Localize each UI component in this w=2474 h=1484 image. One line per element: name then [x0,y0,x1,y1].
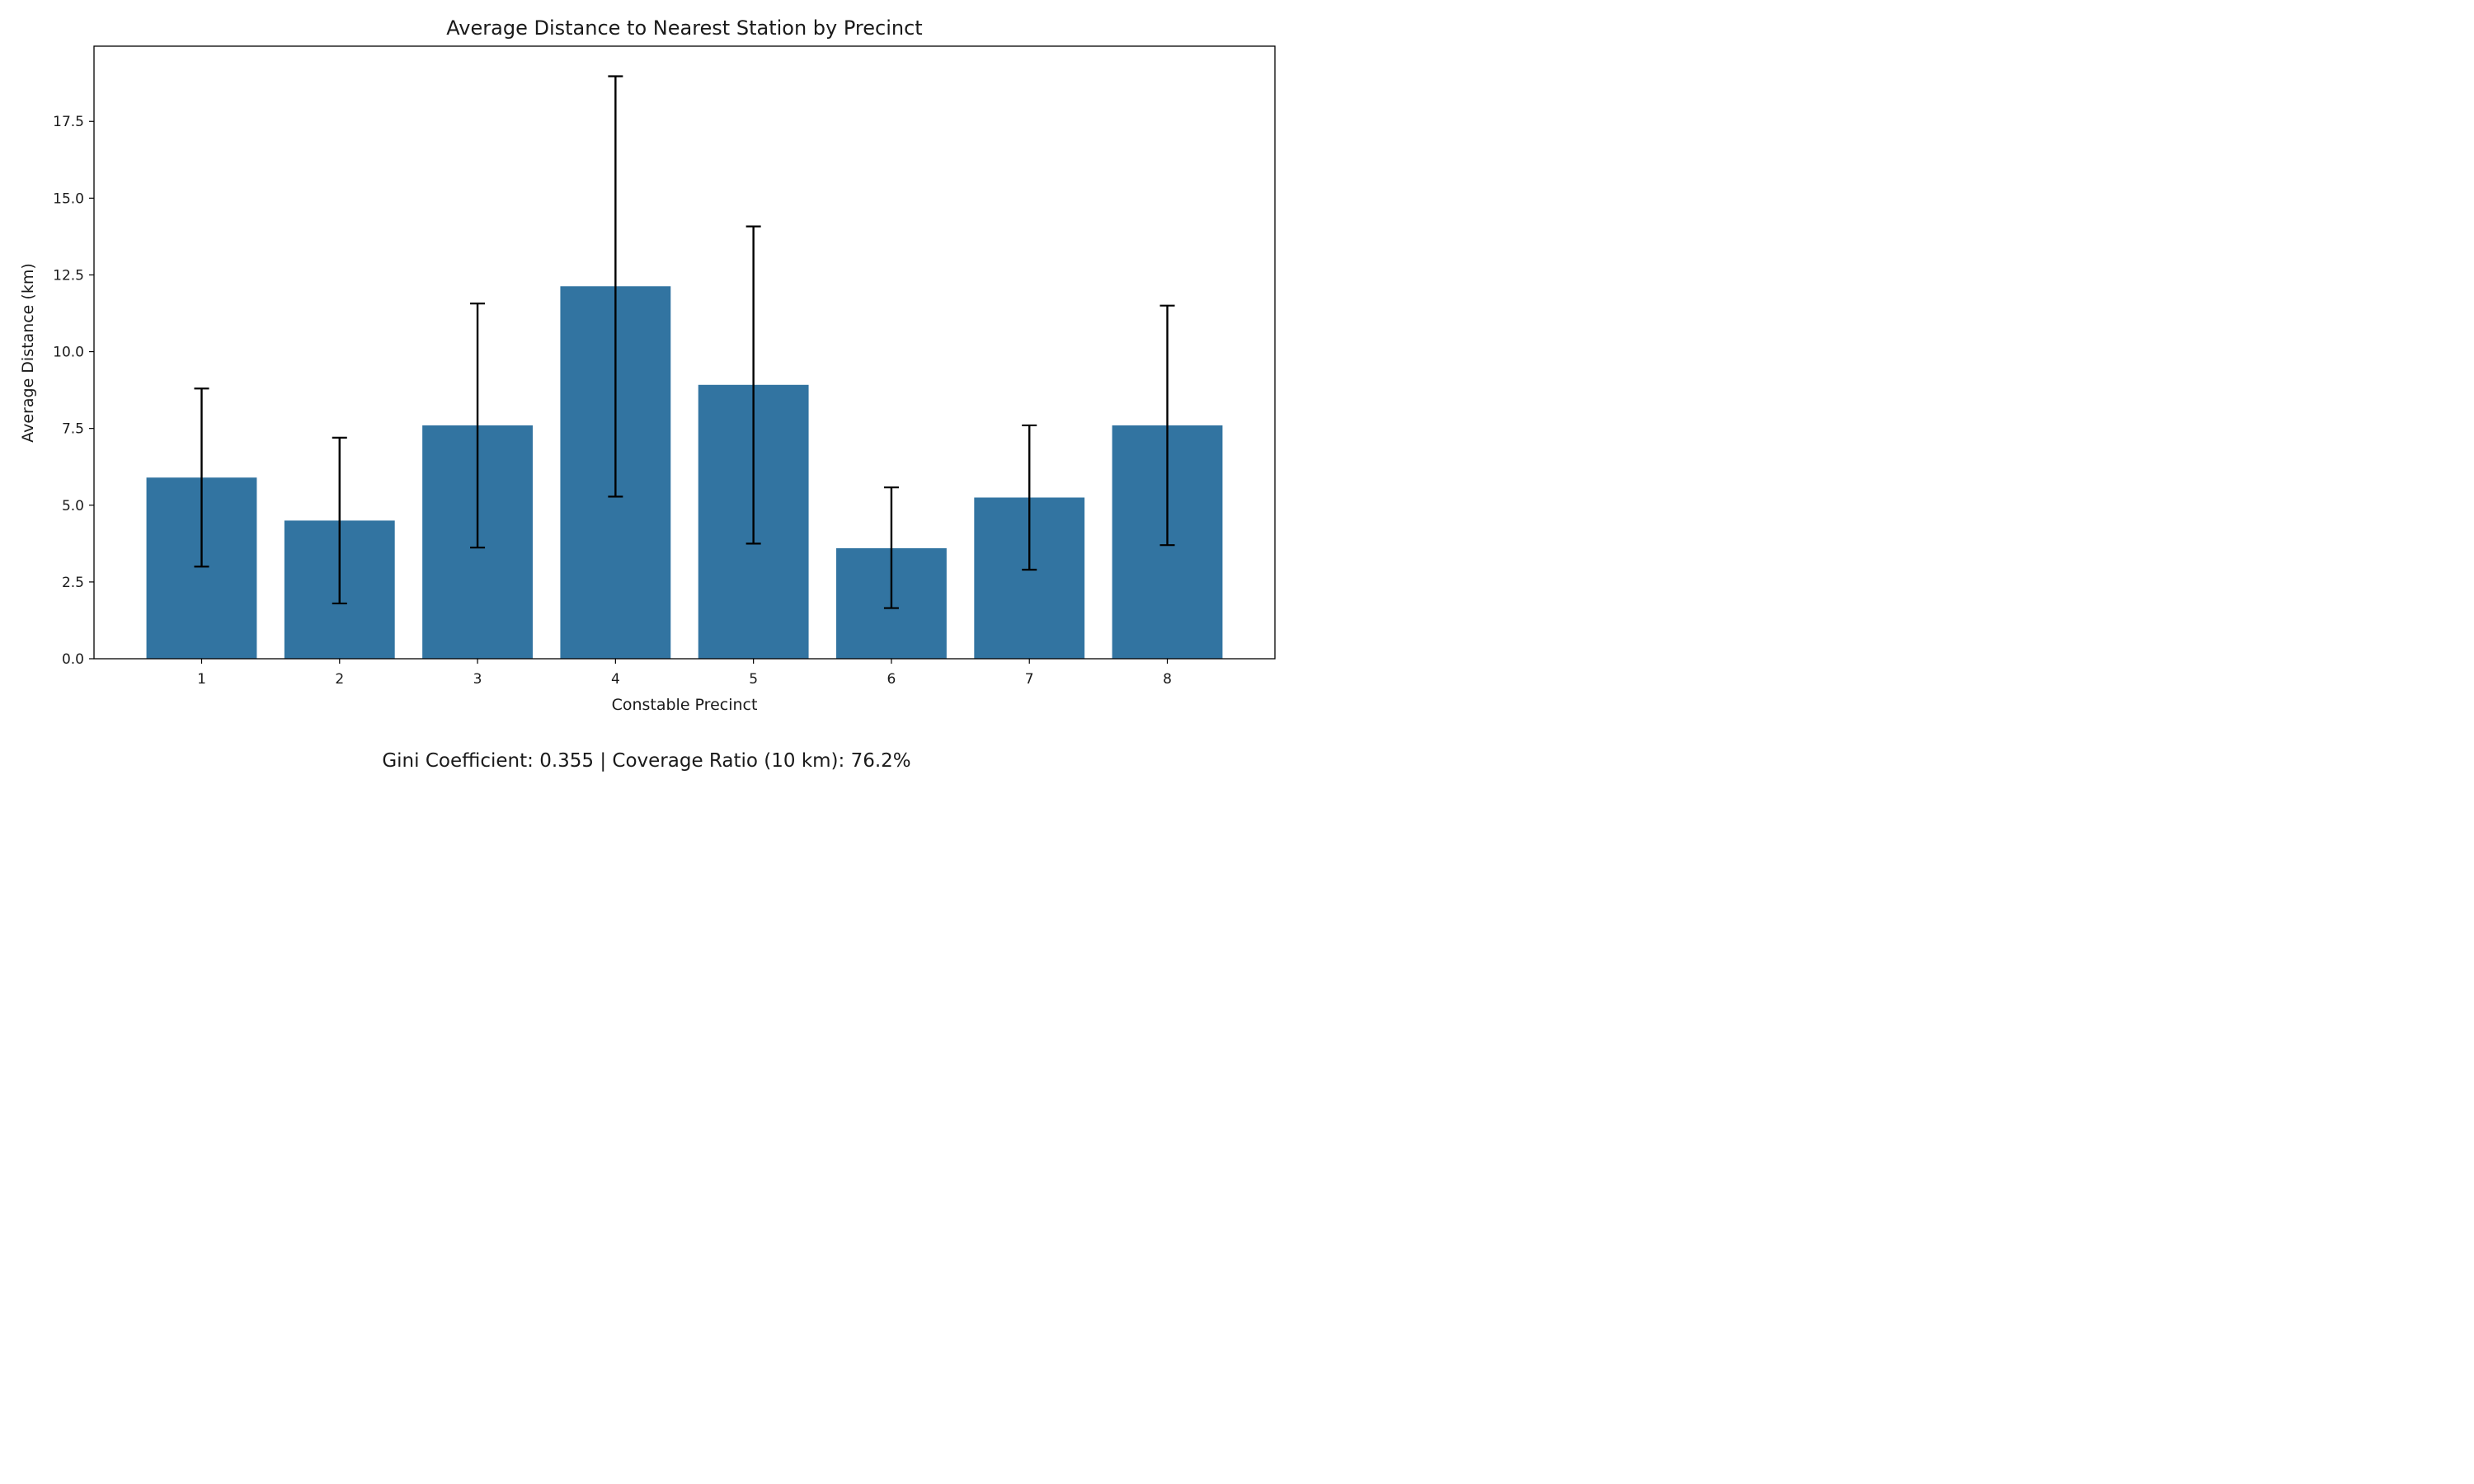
y-axis: 0.0 2.5 5.0 7.5 10.0 12.5 15.0 17.5 [53,114,94,668]
y-tick-label-1: 2.5 [62,575,84,591]
x-tick-label-1: 1 [197,671,206,688]
x-tick-label-4: 4 [611,671,620,688]
bars-layer [146,286,1223,659]
x-tick-label-7: 7 [1025,671,1034,688]
x-tick-label-6: 6 [887,671,896,688]
x-tick-label-8: 8 [1163,671,1172,688]
x-tick-label-2: 2 [335,671,344,688]
y-tick-label-7: 17.5 [53,114,84,130]
footnote-stats: Gini Coefficient: 0.355 | Coverage Ratio… [382,750,910,772]
plot-frame [93,45,1276,660]
x-axis-label: Constable Precinct [612,696,758,714]
chart-container: Average Distance to Nearest Station by P… [0,0,1293,781]
x-axis: 1 2 3 4 5 6 7 8 [197,659,1172,688]
error-bars-layer [194,75,1175,609]
y-tick-label-5: 12.5 [53,267,84,284]
bar-chart: Average Distance to Nearest Station by P… [19,16,1276,772]
y-tick-label-6: 15.0 [53,190,84,207]
chart-title: Average Distance to Nearest Station by P… [446,16,922,40]
y-tick-label-2: 5.0 [62,498,84,514]
x-tick-label-5: 5 [749,671,758,688]
x-tick-label-3: 3 [473,671,482,688]
y-tick-label-3: 7.5 [62,421,84,438]
y-tick-label-0: 0.0 [62,651,84,668]
y-tick-label-4: 10.0 [53,345,84,361]
y-axis-label: Average Distance (km) [19,263,37,443]
